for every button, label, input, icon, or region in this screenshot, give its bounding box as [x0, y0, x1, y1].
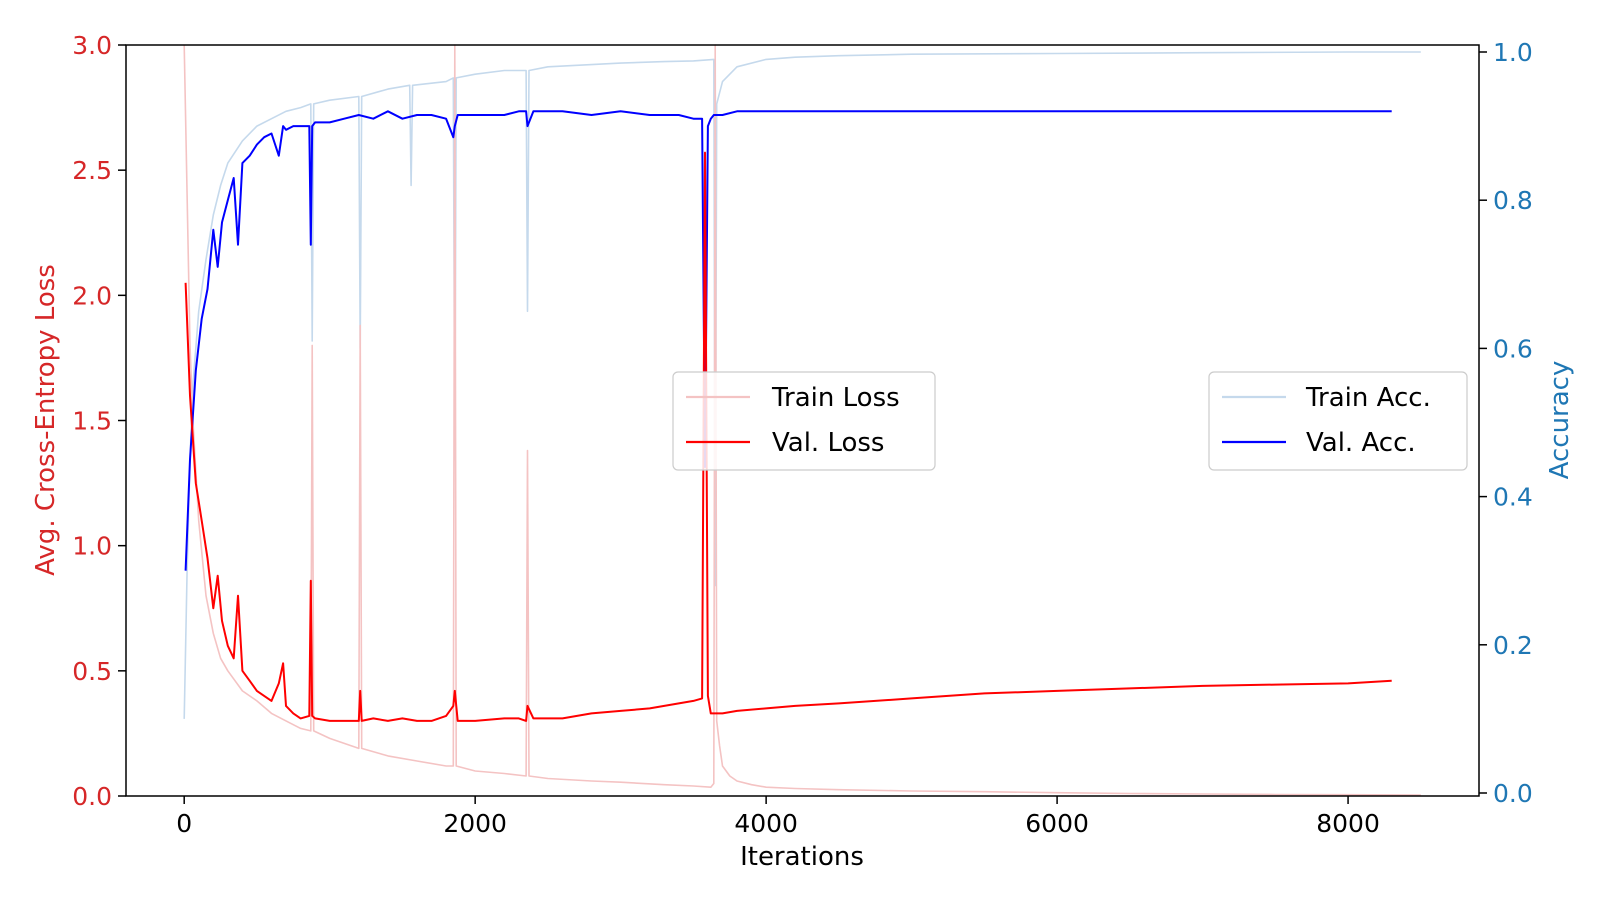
- left-y-axis-ticks: 0.0 0.5 1.0 1.5 2.0 2.5 3.0: [72, 31, 126, 811]
- train-loss-line: [183, 44, 1421, 796]
- right-y-tick-label: 0.8: [1493, 186, 1533, 215]
- right-y-tick-label: 0.4: [1493, 483, 1533, 512]
- right-y-tick-label: 0.0: [1493, 779, 1533, 808]
- accuracy-legend: Train Acc. Val. Acc.: [1208, 371, 1468, 471]
- left-y-tick-label: 2.0: [72, 281, 112, 310]
- x-axis-title: Iterations: [740, 842, 864, 872]
- left-y-tick-label: 2.5: [72, 156, 112, 185]
- legend-train-acc-label: Train Acc.: [1305, 383, 1431, 413]
- x-tick-label: 4000: [734, 809, 798, 838]
- right-y-axis-title: Accuracy: [1545, 361, 1575, 480]
- left-y-tick-label: 1.0: [72, 532, 112, 561]
- val-loss-line: [184, 151, 1392, 722]
- x-tick-label: 6000: [1025, 809, 1089, 838]
- x-tick-label: 2000: [443, 809, 507, 838]
- left-y-tick-label: 1.5: [72, 407, 112, 436]
- right-y-axis-ticks: 0.0 0.2 0.4 0.6 0.8 1.0: [1479, 38, 1533, 808]
- left-y-tick-label: 0.5: [72, 657, 112, 686]
- loss-legend: Train Loss Val. Loss: [672, 371, 936, 471]
- left-y-tick-label: 3.0: [72, 31, 112, 60]
- train-acc-line: [183, 51, 1421, 719]
- x-tick-label: 0: [176, 809, 192, 838]
- legend-val-loss-label: Val. Loss: [772, 428, 884, 458]
- right-y-tick-label: 0.2: [1493, 631, 1533, 660]
- right-y-tick-label: 0.6: [1493, 334, 1533, 363]
- right-y-tick-label: 1.0: [1493, 38, 1533, 67]
- left-y-tick-label: 0.0: [72, 782, 112, 811]
- series-layer: [183, 44, 1421, 796]
- x-tick-label: 8000: [1316, 809, 1380, 838]
- val-acc-line: [184, 110, 1392, 571]
- legend-val-acc-label: Val. Acc.: [1306, 428, 1416, 458]
- left-y-axis-title: Avg. Cross-Entropy Loss: [31, 264, 61, 576]
- legend-train-loss-label: Train Loss: [771, 383, 900, 413]
- x-axis-ticks: 0 2000 4000 6000 8000: [176, 796, 1380, 838]
